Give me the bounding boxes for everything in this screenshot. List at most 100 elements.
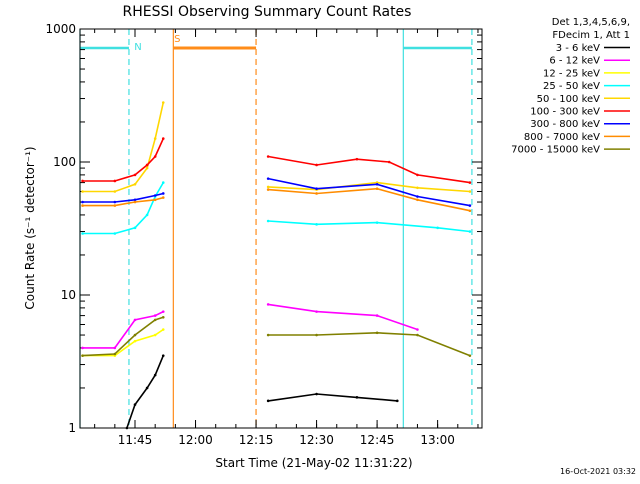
data-point <box>145 386 149 390</box>
data-point <box>387 160 391 164</box>
data-point <box>315 333 318 337</box>
series-line <box>82 138 165 182</box>
data-point <box>266 177 270 180</box>
series-line <box>82 182 164 235</box>
data-point <box>153 194 157 197</box>
data-point <box>266 399 270 403</box>
data-point <box>468 190 472 193</box>
data-point <box>315 187 318 190</box>
data-point <box>81 232 84 235</box>
data-point <box>113 352 117 356</box>
plot-layer: N S 11:45 12:00 12:15 12:30 12:45 13:00 1 10 100 10… <box>45 22 483 447</box>
legend-label: 12 - 25 keV <box>543 68 600 79</box>
data-point <box>113 179 117 183</box>
data-point <box>81 204 84 207</box>
data-point <box>133 200 137 204</box>
x-tick-label: 12:45 <box>360 433 395 447</box>
data-point <box>125 426 129 430</box>
data-point <box>161 354 165 357</box>
data-point <box>416 328 419 331</box>
x-tick-label: 12:30 <box>299 433 334 447</box>
data-point <box>161 328 165 331</box>
data-point <box>315 223 318 226</box>
data-point <box>133 198 137 202</box>
legend-label: 6 - 12 keV <box>549 56 600 67</box>
x-axis-label: Start Time (21-May-02 11:31:22) <box>215 456 412 470</box>
data-point <box>468 354 472 357</box>
legend-label: 100 - 300 keV <box>530 107 600 118</box>
data-point <box>266 185 270 189</box>
data-point <box>416 333 419 337</box>
legend-header: FDecim 1, Att 1 <box>552 30 630 41</box>
data-point <box>133 182 137 186</box>
x-tick-label: 12:15 <box>239 433 274 447</box>
y-tick-label: 100 <box>53 155 76 169</box>
data-point <box>468 230 472 233</box>
y-axis-label: Count Rate (s⁻¹ detector⁻¹) <box>23 146 37 309</box>
marker-label: N <box>134 42 141 53</box>
series-line <box>268 155 471 184</box>
data-point <box>113 204 117 207</box>
legend-label: 800 - 7000 keV <box>524 132 600 143</box>
data-point <box>113 200 117 204</box>
data-point <box>113 232 117 235</box>
data-point <box>395 399 399 403</box>
plot-frame <box>79 28 483 429</box>
data-point <box>145 213 149 217</box>
data-point <box>416 186 419 190</box>
data-point <box>133 333 137 337</box>
data-point <box>375 314 379 317</box>
data-point <box>468 209 472 213</box>
data-point <box>468 204 472 207</box>
y-tick-label: 10 <box>61 288 76 302</box>
data-point <box>113 346 117 350</box>
data-point <box>375 182 379 186</box>
data-point <box>416 198 419 202</box>
data-point <box>375 187 379 190</box>
data-point <box>266 188 270 191</box>
data-point <box>355 157 359 161</box>
series-line <box>268 303 418 331</box>
data-point <box>81 346 84 350</box>
data-point <box>133 173 137 177</box>
data-point <box>161 101 165 104</box>
legend-label: 7000 - 15000 keV <box>511 145 600 156</box>
data-point <box>153 373 157 377</box>
chart-title: RHESSI Observing Summary Count Rates <box>123 4 412 20</box>
x-tick-label: 12:00 <box>178 433 213 447</box>
legend-label: 25 - 50 keV <box>543 81 600 92</box>
data-point <box>266 333 270 337</box>
legend: Det 1,3,4,5,6,9, FDecim 1, Att 1 3 - 6 keV… <box>511 17 630 156</box>
timestamp: 16-Oct-2021 03:32 <box>560 467 636 476</box>
data-point <box>375 221 379 224</box>
data-point <box>161 181 165 184</box>
data-point <box>161 310 165 313</box>
data-point <box>145 166 149 170</box>
legend-label: 3 - 6 keV <box>556 43 600 54</box>
y-tick-label: 1000 <box>45 22 76 36</box>
data-point <box>266 155 270 158</box>
data-point <box>133 403 137 406</box>
data-point <box>266 303 270 306</box>
data-point <box>315 310 318 313</box>
data-point <box>161 315 165 319</box>
data-point <box>153 155 157 158</box>
legend-header: Det 1,3,4,5,6,9, <box>552 17 630 28</box>
data-point <box>315 392 318 396</box>
data-point <box>416 195 419 198</box>
data-point <box>81 179 84 183</box>
data-point <box>133 226 137 230</box>
data-point <box>315 163 318 167</box>
data-point <box>81 354 84 357</box>
data-point <box>153 318 157 322</box>
data-point <box>161 137 165 140</box>
data-point <box>113 190 117 193</box>
y-tick-label: 1 <box>68 421 76 435</box>
data-point <box>81 200 84 204</box>
data-point <box>153 198 157 202</box>
series-line <box>268 393 398 402</box>
data-point <box>81 190 84 193</box>
data-point <box>133 339 137 343</box>
